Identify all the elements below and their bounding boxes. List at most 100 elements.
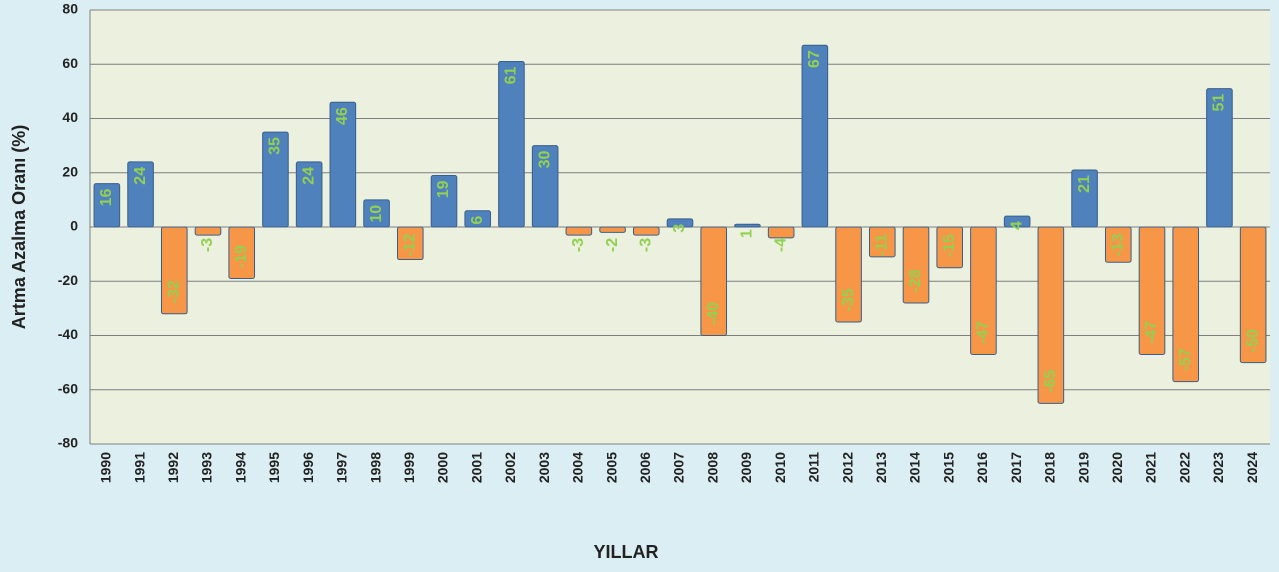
x-tick-label: 1996 [300, 452, 316, 483]
data-label: -12 [402, 233, 419, 256]
data-label: -57 [1177, 348, 1194, 371]
x-tick-label: 2001 [468, 452, 484, 483]
x-tick-label: 2005 [603, 452, 619, 483]
data-label: 16 [98, 188, 115, 206]
bar [329, 101, 357, 228]
x-tick-label: 2017 [1008, 452, 1024, 483]
data-label: -2 [604, 238, 621, 252]
bar [734, 223, 761, 228]
bar [1206, 88, 1233, 228]
y-tick-label: 60 [62, 55, 78, 71]
data-label: 24 [300, 167, 317, 185]
bar [531, 145, 559, 228]
bar [430, 174, 458, 228]
x-tick-label: 2012 [839, 452, 855, 483]
data-label: -28 [907, 269, 924, 292]
data-label: -11 [874, 234, 891, 256]
x-tick-label: 1999 [401, 452, 417, 483]
x-tick-label: 2024 [1244, 452, 1260, 483]
data-label: 67 [806, 50, 823, 68]
x-tick-label: 2004 [570, 452, 586, 483]
x-tick-label: 2018 [1042, 452, 1058, 483]
x-tick-label: 2010 [772, 452, 788, 483]
y-tick-label: 80 [62, 1, 78, 17]
x-tick-label: 1995 [266, 452, 282, 483]
data-label: -65 [1042, 370, 1059, 393]
bar [1172, 226, 1200, 383]
x-tick-label: 1997 [334, 452, 350, 483]
x-tick-label: 2000 [435, 452, 451, 483]
x-tick-label: 2020 [1109, 452, 1125, 483]
data-label: 30 [536, 151, 553, 169]
bar [936, 226, 964, 269]
x-tick-label: 2022 [1176, 452, 1192, 483]
data-label: -15 [941, 234, 958, 257]
data-label: -13 [1110, 233, 1127, 256]
data-label: 35 [267, 137, 284, 155]
bar [127, 161, 154, 228]
bar [565, 226, 593, 236]
bar [632, 226, 660, 236]
bar [396, 226, 424, 261]
y-tick-label: -80 [58, 435, 78, 451]
x-tick-label: 2015 [940, 452, 956, 483]
bar [801, 44, 829, 228]
x-tick-label: 1998 [367, 452, 383, 483]
bar [1138, 226, 1166, 355]
bar [194, 226, 222, 236]
x-tick-label: 2013 [873, 452, 889, 483]
bar [599, 226, 626, 233]
x-tick-label: 2019 [1075, 452, 1091, 483]
y-axis-title: Artma Azalma Oranı (%) [9, 125, 29, 329]
x-tick-label: 1992 [165, 452, 181, 483]
y-tick-label: -40 [58, 326, 78, 342]
data-label: -35 [840, 288, 857, 311]
data-label: -40 [705, 302, 722, 325]
data-label: -3 [199, 238, 216, 252]
x-tick-label: 2003 [536, 452, 552, 483]
y-tick-label: 0 [70, 218, 78, 234]
bar [835, 226, 862, 323]
data-label: 3 [671, 224, 688, 233]
bar [363, 199, 390, 228]
data-label: 51 [1211, 94, 1228, 112]
bar [464, 210, 492, 228]
data-label: 46 [334, 107, 351, 125]
data-label: -47 [1143, 321, 1160, 344]
data-label: 61 [503, 66, 520, 84]
x-tick-label: 1990 [98, 452, 114, 483]
data-label: 6 [469, 216, 486, 225]
bar [970, 226, 997, 355]
y-tick-label: 20 [62, 163, 78, 179]
y-tick-label: -20 [58, 272, 78, 288]
bar [262, 131, 289, 228]
y-tick-label: 40 [62, 109, 78, 125]
data-label: -4 [772, 238, 789, 252]
y-tick-label: -60 [58, 380, 78, 396]
x-tick-label: 2009 [738, 452, 754, 483]
bar [767, 226, 795, 239]
data-label: 10 [368, 205, 385, 223]
x-tick-label: 2008 [704, 452, 720, 483]
bar [93, 183, 121, 228]
x-tick-label: 2023 [1210, 452, 1226, 483]
data-label: 21 [1076, 175, 1093, 193]
bar [1003, 215, 1031, 228]
data-label: 1 [739, 229, 756, 238]
x-tick-label: 1991 [131, 452, 147, 483]
bar [160, 226, 188, 315]
data-label: -32 [166, 280, 183, 303]
bar [228, 226, 256, 280]
bar [1239, 226, 1267, 364]
data-label: -47 [975, 321, 992, 344]
bar [295, 161, 323, 228]
x-tick-label: 2006 [637, 452, 653, 483]
x-tick-label: 2011 [806, 452, 822, 483]
x-tick-label: 2016 [974, 452, 990, 483]
bar [666, 218, 694, 228]
bar [498, 61, 525, 228]
data-label: -50 [1244, 329, 1261, 352]
x-tick-label: 2014 [907, 452, 923, 483]
